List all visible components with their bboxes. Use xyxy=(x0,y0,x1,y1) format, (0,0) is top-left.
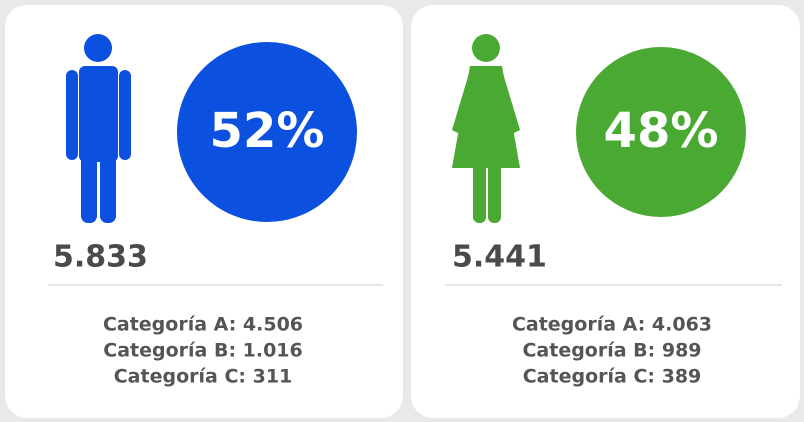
percent-circle xyxy=(177,42,357,222)
total: 5.833 xyxy=(53,240,148,275)
category-line: Categoría B: 989 xyxy=(522,340,701,362)
category-line: Categoría A: 4.506 xyxy=(103,314,303,336)
total: 5.441 xyxy=(452,240,547,275)
category-line: Categoría C: 389 xyxy=(523,366,702,388)
female-icon xyxy=(452,34,520,223)
category-line: Categoría B: 1.016 xyxy=(103,340,303,362)
category-line: Categoría C: 311 xyxy=(114,366,293,388)
percent: 52% xyxy=(210,103,325,159)
male-icon xyxy=(66,34,131,223)
percent: 48% xyxy=(604,103,719,159)
category-line: Categoría A: 4.063 xyxy=(512,314,712,336)
percent-circle xyxy=(576,47,746,217)
